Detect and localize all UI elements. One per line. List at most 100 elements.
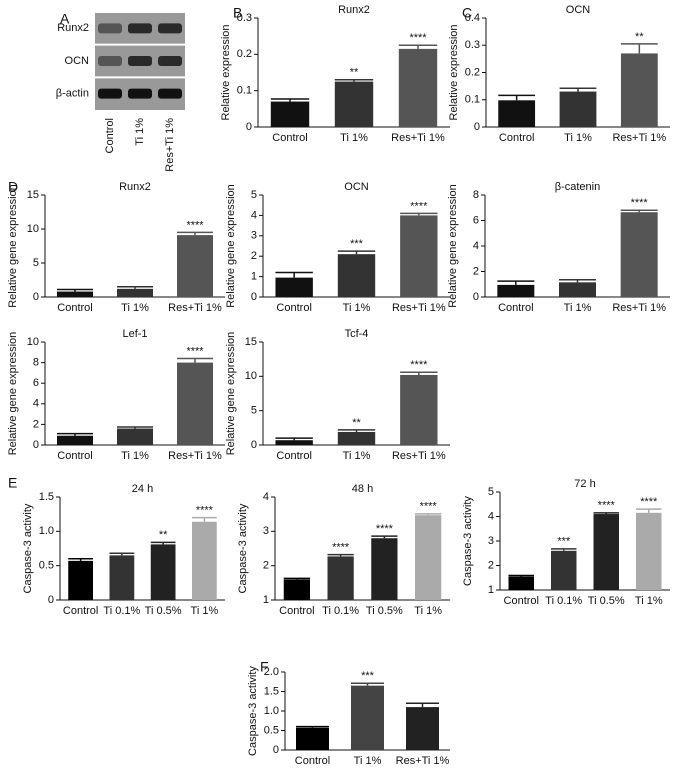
- blot-band: [98, 23, 122, 34]
- y-tick-label: 4: [251, 209, 257, 221]
- y-tick-label: 0: [273, 744, 279, 756]
- y-axis-label: Relative expression: [220, 25, 232, 121]
- blot-band: [98, 88, 122, 99]
- y-tick-label: 10: [27, 223, 39, 235]
- y-tick-label: 6: [473, 214, 479, 226]
- x-tick-label: Ti 1%: [340, 132, 368, 144]
- bar: [283, 579, 310, 600]
- error-bar: [406, 702, 439, 708]
- blot-band: [128, 56, 152, 66]
- x-tick-label: Ti 0.1%: [545, 595, 582, 607]
- x-tick-label: Res+Ti 1%: [168, 302, 222, 314]
- bar: [351, 685, 384, 750]
- significance-label: ***: [361, 670, 375, 682]
- bar: [398, 48, 438, 128]
- y-tick-label: 0.4: [465, 12, 480, 24]
- bar: [559, 282, 596, 297]
- chart-title: OCN: [566, 4, 591, 16]
- y-tick-label: 0: [474, 121, 480, 133]
- y-tick-label: 5: [33, 257, 39, 269]
- chart-title: 24 h: [132, 483, 153, 495]
- significance-label: ****: [186, 219, 204, 231]
- error-bar: [620, 209, 658, 213]
- x-tick-label: Res+Ti 1%: [392, 450, 446, 462]
- y-tick-label: 10: [27, 336, 39, 348]
- error-bar: [508, 574, 534, 577]
- x-tick-label: Ti 1%: [564, 132, 592, 144]
- bar: [337, 431, 376, 445]
- y-tick-label: 0: [33, 291, 39, 303]
- x-tick-label: Ti 0.5%: [366, 605, 403, 617]
- y-tick-label: 2: [33, 418, 39, 430]
- error-bar: [275, 271, 313, 278]
- bar: [57, 291, 93, 297]
- error-bar: [283, 577, 310, 580]
- bar: [337, 254, 376, 297]
- error-bar: [398, 44, 438, 49]
- y-tick-label: 0.2: [465, 66, 480, 78]
- y-tick-label: 5: [488, 486, 494, 498]
- x-tick-label: Control: [57, 450, 92, 462]
- significance-label: **: [350, 67, 359, 79]
- chart-title: Runx2: [338, 4, 370, 16]
- bar: [406, 707, 439, 750]
- x-tick-label: Res+Ti 1%: [392, 302, 446, 314]
- x-tick-label: Ti 1%: [414, 605, 442, 617]
- error-bar: [593, 512, 619, 515]
- bar: [551, 550, 577, 590]
- x-tick-label: Res+Ti 1%: [612, 132, 666, 144]
- y-tick-label: 0: [251, 291, 257, 303]
- y-tick-label: 2: [473, 265, 479, 277]
- y-tick-label: 1.0: [39, 525, 54, 537]
- x-tick-label: Ti 0.1%: [322, 605, 359, 617]
- x-tick-label: Ti 0.1%: [103, 605, 140, 617]
- x-tick-label: Res+Ti 1%: [391, 132, 445, 144]
- x-tick-label: Ti 1%: [343, 302, 371, 314]
- significance-label: ****: [186, 345, 204, 357]
- y-tick-label: 10: [245, 370, 257, 382]
- bar: [400, 374, 438, 445]
- chart-title: 48 h: [352, 483, 373, 495]
- chart-title: 72 h: [574, 478, 595, 490]
- significance-label: ****: [409, 32, 427, 44]
- x-tick-label: Control: [57, 302, 92, 314]
- bar: [636, 512, 662, 590]
- bar: [620, 53, 658, 127]
- error-bar: [371, 535, 398, 539]
- panel-label: A: [60, 11, 70, 27]
- x-tick-label: Ti 0.5%: [588, 595, 625, 607]
- x-tick-label: Ti 0.5%: [145, 605, 182, 617]
- error-bar: [117, 286, 153, 289]
- y-axis-label: Caspase-3 activity: [237, 503, 249, 593]
- x-tick-label: Ti 1%: [635, 595, 663, 607]
- x-tick-label: Control: [272, 132, 307, 144]
- y-tick-label: 0: [33, 439, 39, 451]
- x-tick-label: Ti 1%: [121, 302, 149, 314]
- significance-label: ****: [332, 542, 350, 554]
- y-tick-label: 0.5: [39, 560, 54, 572]
- y-tick-label: 2.0: [264, 666, 279, 678]
- bar: [275, 277, 313, 297]
- error-bar: [68, 558, 93, 561]
- bar: [296, 727, 329, 750]
- bar: [109, 555, 135, 600]
- x-tick-label: Res+Ti 1%: [168, 450, 222, 462]
- blot-row-label: Runx2: [57, 22, 89, 34]
- y-tick-label: 1.0: [264, 705, 279, 717]
- y-tick-label: 4: [473, 240, 479, 252]
- x-tick-label: Ti 1%: [134, 118, 146, 146]
- x-tick-label: Control: [276, 450, 311, 462]
- y-tick-label: 0.3: [465, 39, 480, 51]
- x-tick-label: Ti 1%: [191, 605, 219, 617]
- y-tick-label: 2: [251, 250, 257, 262]
- bar: [620, 212, 658, 297]
- y-tick-label: 0.3: [237, 12, 252, 24]
- blot-band: [158, 23, 182, 34]
- y-axis-label: Caspase-3 activity: [462, 496, 474, 586]
- significance-label: ****: [640, 496, 658, 508]
- error-bar: [337, 429, 376, 432]
- y-tick-label: 0.5: [264, 724, 279, 736]
- x-tick-label: Ti 1%: [354, 755, 382, 767]
- bar: [117, 288, 153, 297]
